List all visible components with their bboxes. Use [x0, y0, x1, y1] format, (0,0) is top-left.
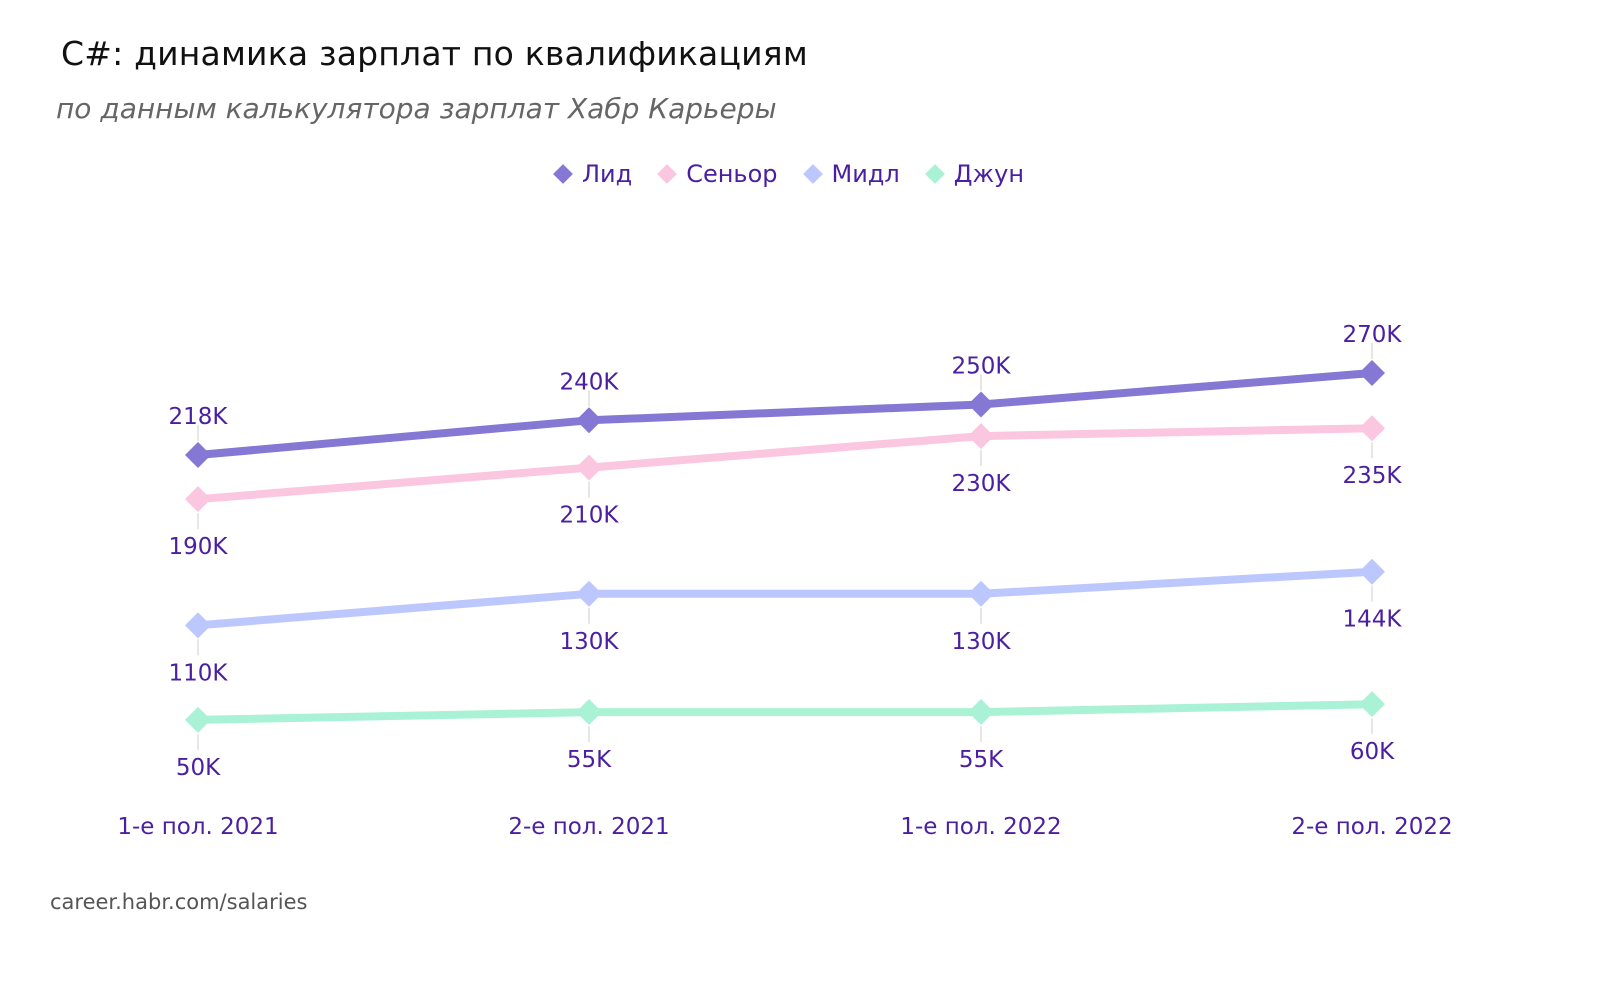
data-label: 190K — [169, 534, 229, 560]
data-point-diamond[interactable] — [968, 580, 994, 607]
x-axis-tick-label: 1-е пол. 2022 — [900, 814, 1061, 840]
data-label: 55K — [959, 747, 1004, 773]
data-point-diamond[interactable] — [185, 442, 211, 468]
source-link[interactable]: career.habr.com/salaries — [50, 890, 308, 914]
data-point-diamond[interactable] — [185, 486, 211, 513]
data-label: 144K — [1343, 607, 1403, 633]
data-point-diamond[interactable] — [968, 699, 994, 726]
series-0: 218K 240K 250K 270K — [169, 322, 1403, 468]
data-label: 130K — [560, 629, 620, 655]
x-axis-tick-label: 2-е пол. 2022 — [1291, 814, 1452, 840]
data-label: 130K — [952, 629, 1012, 655]
data-point-diamond[interactable] — [576, 454, 602, 481]
x-axis-tick-label: 1-е пол. 2021 — [117, 814, 278, 840]
legend-label: Мидл — [831, 160, 900, 188]
data-label: 270K — [1343, 322, 1403, 348]
chart-subtitle: по данным калькулятора зарплат Хабр Карь… — [56, 92, 777, 125]
data-label: 230K — [952, 471, 1012, 497]
series-1: 190K 210K 230K 235K — [169, 415, 1403, 560]
data-point-diamond[interactable] — [1359, 558, 1385, 585]
data-label: 110K — [169, 660, 229, 686]
data-point-diamond[interactable] — [185, 612, 211, 639]
data-label: 55K — [567, 747, 612, 773]
series-line — [197, 700, 1373, 724]
data-label: 218K — [169, 404, 229, 430]
data-point-diamond[interactable] — [576, 699, 602, 726]
chart-title: C#: динамика зарплат по квалификациям — [61, 34, 808, 73]
data-point-diamond[interactable] — [576, 580, 602, 607]
data-point-diamond[interactable] — [1359, 415, 1385, 442]
data-point-diamond[interactable] — [1359, 691, 1385, 718]
data-label: 50K — [176, 755, 221, 781]
data-point-diamond[interactable] — [968, 423, 994, 450]
series-line — [197, 567, 1373, 630]
data-label: 240K — [560, 369, 620, 395]
legend-item-lead[interactable]: Лид — [553, 160, 633, 188]
legend-label: Сеньор — [686, 160, 778, 188]
legend-item-middle[interactable]: Мидл — [802, 160, 900, 188]
series-line — [197, 369, 1373, 459]
series-2: 110K 130K 130K 144K — [169, 558, 1403, 686]
x-axis-tick-label: 2-е пол. 2021 — [508, 814, 669, 840]
data-label: 210K — [560, 503, 620, 529]
legend: Лид Сеньор Мидл Джун — [0, 160, 1580, 188]
data-point-diamond[interactable] — [576, 407, 602, 434]
data-point-diamond[interactable] — [1359, 359, 1385, 386]
legend-label: Лид — [581, 160, 633, 188]
data-point-diamond[interactable] — [968, 391, 994, 418]
data-label: 235K — [1343, 463, 1403, 489]
series-3: 50K 55K 55K 60K — [176, 691, 1395, 781]
legend-item-junior[interactable]: Джун — [924, 160, 1025, 188]
legend-label: Джун — [953, 160, 1025, 188]
data-label: 250K — [952, 354, 1012, 380]
legend-item-senior[interactable]: Сеньор — [657, 160, 778, 188]
series-line — [197, 424, 1373, 504]
data-label: 60K — [1350, 739, 1395, 765]
data-point-diamond[interactable] — [185, 706, 211, 733]
